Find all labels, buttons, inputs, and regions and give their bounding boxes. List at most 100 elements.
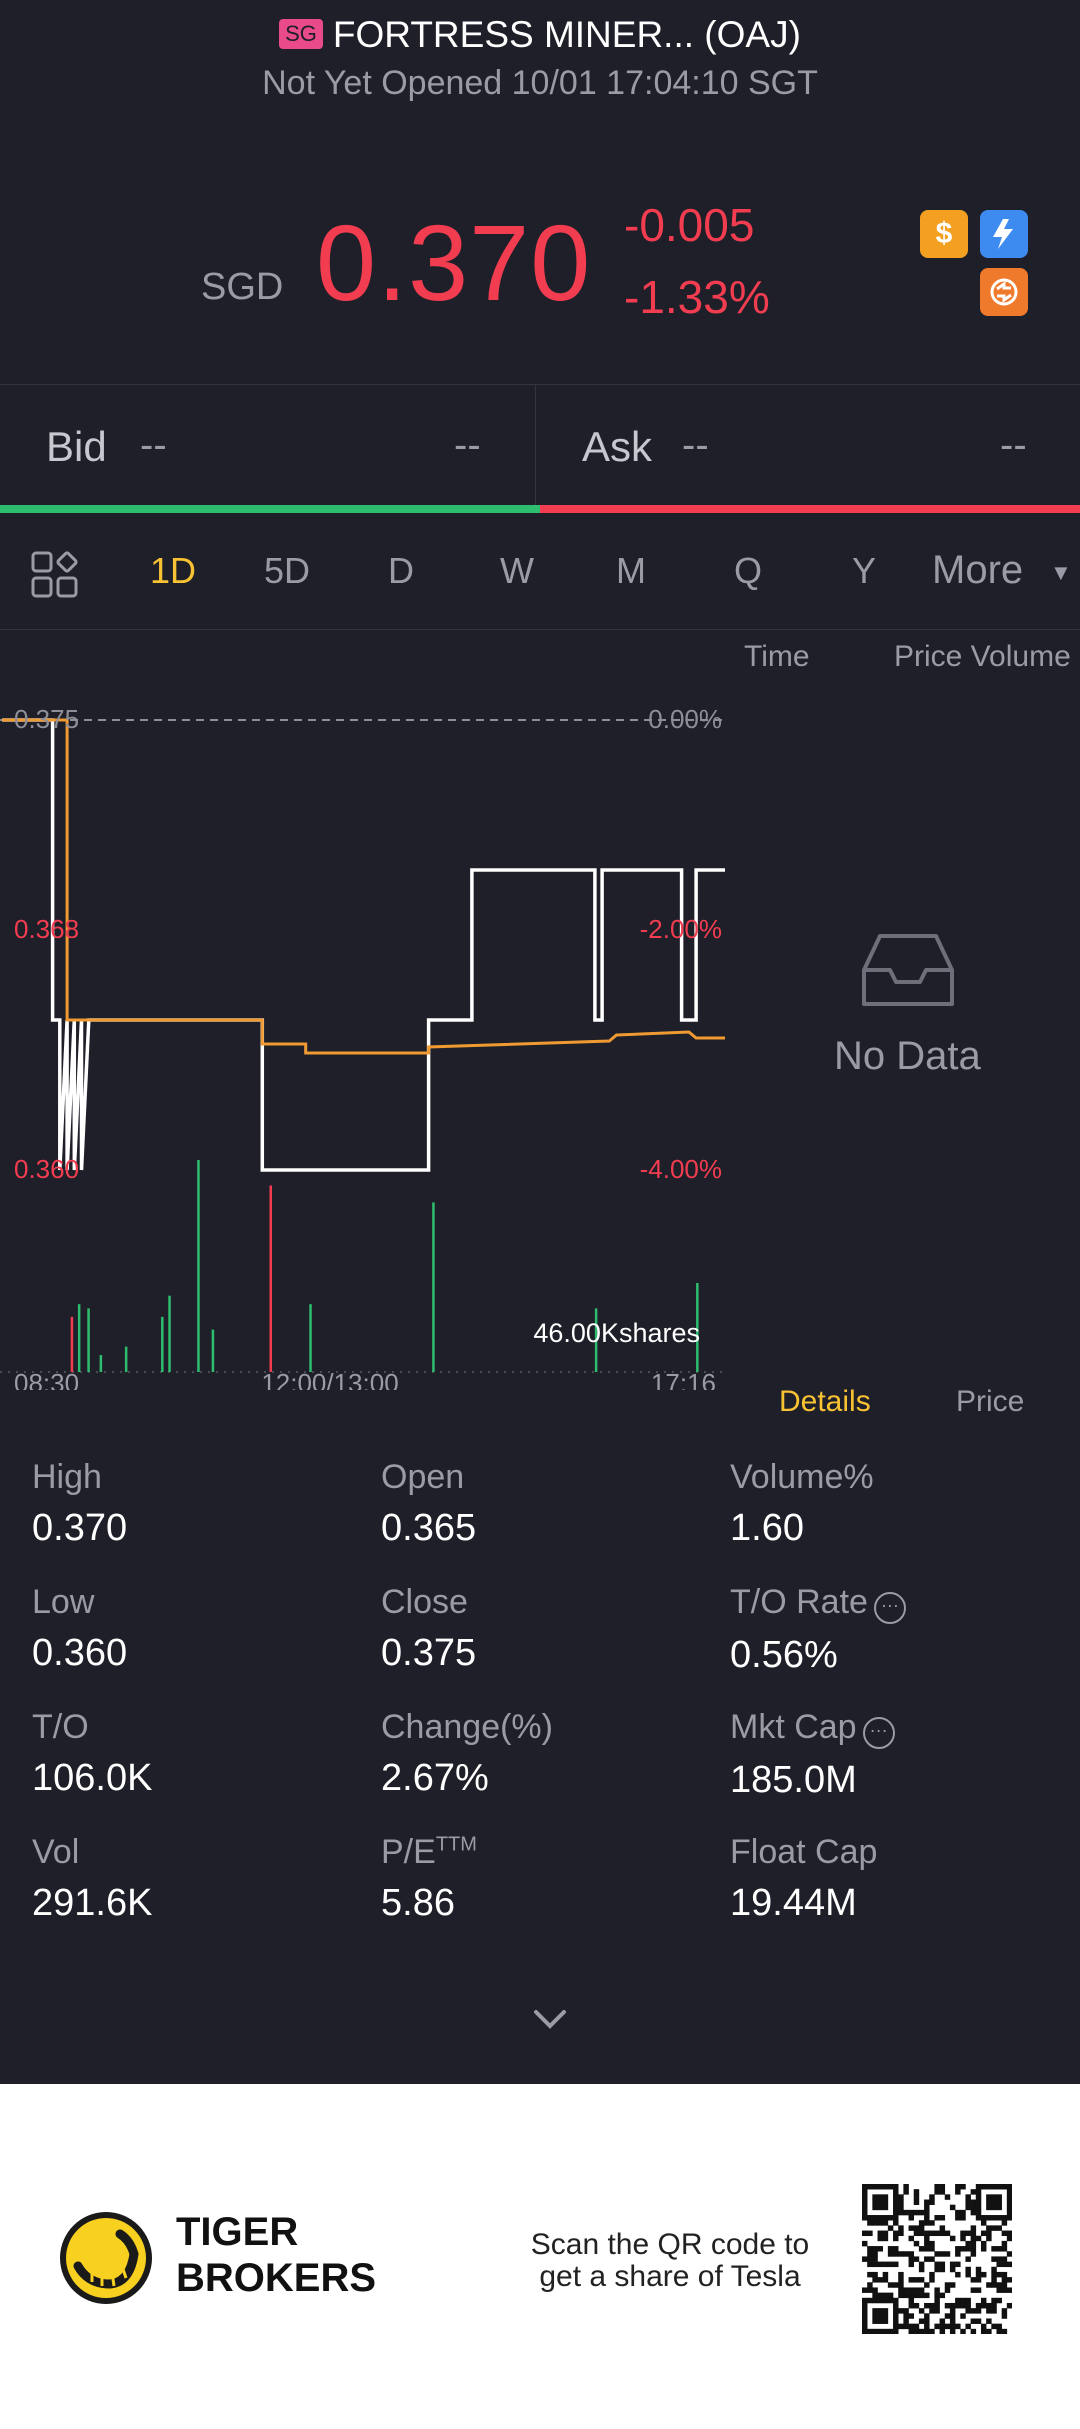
tab-d[interactable]: D <box>388 550 414 591</box>
tab-more[interactable]: More <box>932 548 1024 592</box>
tab-5d[interactable]: 5D <box>264 550 311 591</box>
dollar-icon[interactable]: $ <box>920 210 968 258</box>
period-tabs: 1D 5D D W M Q Y More ▼ <box>0 530 1080 630</box>
swap-icon[interactable] <box>980 268 1028 316</box>
qr-code[interactable] <box>862 2184 1012 2334</box>
ask-label: Ask <box>582 423 653 470</box>
y-tick-label-left: 0.375 <box>14 704 79 734</box>
stat-close: Close 0.375 <box>381 1583 721 1675</box>
average-price-line <box>2 718 725 1055</box>
y-tick-label-left: 0.368 <box>14 914 79 944</box>
stat-label: Vol <box>32 1833 80 1871</box>
stock-name: FORTRESS MINER... (OAJ) <box>332 14 801 55</box>
stat-mkt-cap[interactable]: Mkt Cap ··· 185.0M <box>730 1708 1070 1802</box>
volume-bar <box>432 1202 435 1372</box>
bid-strength-bar <box>0 505 540 513</box>
price-change-percent: -1.33% <box>624 271 770 323</box>
volume-bar <box>87 1308 90 1372</box>
max-volume-label: 46.00Kshares <box>533 1318 700 1348</box>
price-change: -0.005 <box>624 199 755 251</box>
x-tick-label: 08:30 <box>14 1368 79 1390</box>
stat-vol: Vol 291.6K <box>32 1833 372 1925</box>
empty-tray-icon <box>862 934 954 1006</box>
tab-price[interactable]: Price <box>956 1385 1025 1418</box>
stat-label: Float Cap <box>730 1833 878 1871</box>
bid-price: -- <box>140 423 167 467</box>
flash-icon[interactable] <box>980 210 1028 258</box>
chevron-down-icon[interactable] <box>530 2004 570 2034</box>
tiger-logo-icon <box>60 2212 152 2304</box>
volume-bar <box>269 1185 273 1372</box>
x-tick-label: 12:00/13:00 <box>261 1368 398 1390</box>
stat-value: 1.60 <box>730 1507 804 1549</box>
stat-label: Open <box>381 1458 465 1496</box>
tab-m[interactable]: M <box>616 550 646 591</box>
brand-name-line1: TIGER <box>176 2210 299 2254</box>
ask-size: -- <box>1000 423 1027 467</box>
stat-label: Volume% <box>730 1458 874 1496</box>
ask-box[interactable]: Ask -- -- <box>536 385 1080 511</box>
info-icon[interactable]: ··· <box>862 1717 895 1749</box>
market-status: Not Yet Opened 10/01 17:04:10 SGT <box>262 64 818 102</box>
time-column-header[interactable]: Time <box>744 640 810 673</box>
tab-y[interactable]: Y <box>852 550 877 591</box>
stat-value: 0.365 <box>381 1507 477 1549</box>
stat-change: Change(%) 2.67% <box>381 1708 721 1800</box>
stat-label: High <box>32 1458 102 1496</box>
volume-bar <box>161 1316 164 1372</box>
brand-name-line2: BROKERS <box>176 2256 377 2300</box>
volume-bar <box>70 1316 74 1372</box>
price-volume-column-header[interactable]: Price Volume <box>894 640 1071 673</box>
stat-label: Change(%) <box>381 1708 553 1746</box>
bid-box[interactable]: Bid -- -- <box>0 385 536 511</box>
no-data-message: No Data <box>834 1034 981 1078</box>
stock-title[interactable]: SG FORTRESS MINER... (OAJ) <box>0 14 1080 56</box>
info-icon[interactable]: ··· <box>873 1592 906 1624</box>
stat-value: 0.375 <box>381 1632 477 1674</box>
y-tick-label-right: 0.00% <box>648 704 722 734</box>
intraday-chart[interactable]: 0.375 0.368 0.360 0.00% -2.00% -4.00% 08:30 12:… <box>0 690 730 1390</box>
volume-bar <box>211 1329 215 1372</box>
stat-value: 5.86 <box>381 1882 455 1924</box>
promo-footer: TIGER BROKERS Scan the QR code to get a … <box>0 2084 1080 2429</box>
ask-strength-bar <box>540 505 1080 513</box>
volume-bar <box>168 1295 171 1372</box>
volume-bar <box>124 1346 128 1372</box>
volume-bar <box>99 1355 103 1372</box>
price-line <box>2 718 725 1172</box>
stat-label: Close <box>381 1583 468 1621</box>
stat-float-cap: Float Cap 19.44M <box>730 1833 1070 1925</box>
caret-down-icon[interactable]: ▼ <box>1050 560 1072 585</box>
stat-t-o-rate[interactable]: T/O Rate ··· 0.56% <box>730 1583 1070 1677</box>
stat-open: Open 0.365 <box>381 1458 721 1550</box>
stat-value: 0.360 <box>32 1632 128 1674</box>
tab-q[interactable]: Q <box>734 550 763 591</box>
stat-value: 19.44M <box>730 1882 857 1924</box>
tab-w[interactable]: W <box>500 550 534 591</box>
promo-text-line2: get a share of Tesla <box>539 2260 801 2293</box>
stat-value: 185.0M <box>730 1759 857 1801</box>
bid-size: -- <box>454 423 481 467</box>
volume-bar <box>197 1160 200 1372</box>
tab-details[interactable]: Details <box>779 1385 871 1418</box>
stat-label: T/O Rate ··· <box>730 1583 1070 1624</box>
stat-value: 2.67% <box>381 1757 489 1799</box>
chart-labels: 0.375 0.368 0.360 0.00% -2.00% -4.00% 08:30 12:… <box>14 704 722 1390</box>
stat-t-o: T/O 106.0K <box>32 1708 372 1800</box>
volume-bar <box>594 1308 598 1372</box>
stat-value: 106.0K <box>32 1757 153 1799</box>
stat-label: Mkt Cap ··· <box>730 1708 1070 1749</box>
stat-label: T/O <box>32 1708 89 1746</box>
volume-bar <box>77 1304 81 1372</box>
stat-label: Low <box>32 1583 95 1621</box>
stat-value: 291.6K <box>32 1882 153 1924</box>
layout-grid-icon[interactable] <box>30 550 80 600</box>
stat-p-e: P/ETTM 5.86 <box>381 1833 721 1925</box>
volume-bar <box>696 1282 699 1372</box>
market-badge: SG <box>279 19 323 49</box>
price-series <box>2 718 725 1172</box>
tab-1d[interactable]: 1D <box>150 550 197 591</box>
y-tick-label-right: -4.00% <box>640 1154 722 1184</box>
bid-ask-panel: Bid -- -- Ask -- -- <box>0 384 1080 511</box>
stat-value: 0.370 <box>32 1507 128 1549</box>
